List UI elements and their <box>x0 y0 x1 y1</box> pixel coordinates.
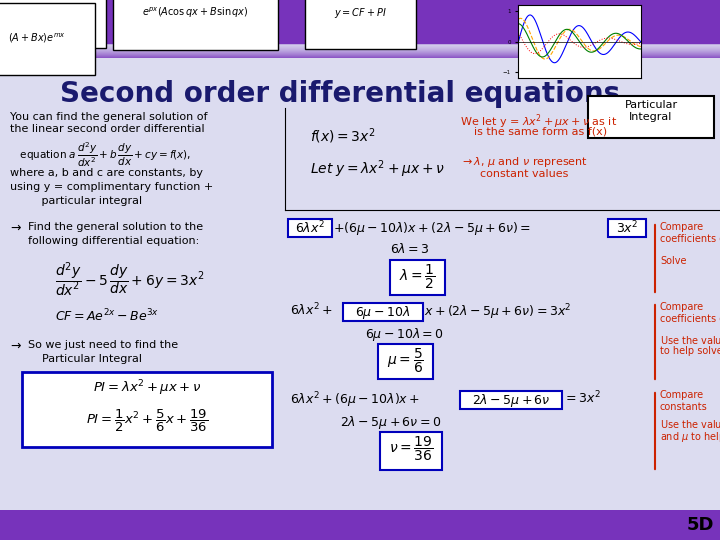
FancyBboxPatch shape <box>343 303 423 321</box>
FancyBboxPatch shape <box>0 47 720 49</box>
Text: $\mu = \dfrac{5}{6}$: $\mu = \dfrac{5}{6}$ <box>387 347 423 375</box>
Text: Compare
constants: Compare constants <box>660 390 708 411</box>
FancyBboxPatch shape <box>0 45 720 46</box>
Text: $+(6\mu-10\lambda)x+(2\lambda-5\mu+6\nu)=$: $+(6\mu-10\lambda)x+(2\lambda-5\mu+6\nu)… <box>333 220 531 237</box>
Text: So we just need to find the
    Particular Integral: So we just need to find the Particular I… <box>28 340 178 364</box>
Text: →: → <box>10 340 20 353</box>
FancyBboxPatch shape <box>0 48 720 50</box>
Text: $6\lambda x^2 +$: $6\lambda x^2 +$ <box>290 302 333 319</box>
FancyBboxPatch shape <box>380 432 442 470</box>
Text: $x+(2\lambda-5\mu+6\nu)=3x^2$: $x+(2\lambda-5\mu+6\nu)=3x^2$ <box>424 302 572 322</box>
Text: Second order differential equations: Second order differential equations <box>60 80 620 108</box>
Text: $y = CF + PI$: $y = CF + PI$ <box>334 6 387 20</box>
FancyBboxPatch shape <box>0 55 720 57</box>
Text: Use the values of $\lambda$: Use the values of $\lambda$ <box>660 418 720 430</box>
Text: and $\mu$ to help solve: and $\mu$ to help solve <box>660 430 720 444</box>
FancyBboxPatch shape <box>0 46 720 48</box>
Text: Particular
Integral: Particular Integral <box>624 100 678 122</box>
FancyBboxPatch shape <box>0 54 720 56</box>
Text: $3x^2$: $3x^2$ <box>616 220 638 237</box>
Text: $Ae^{m_1x} + Be^{m_2x}$: $Ae^{m_1x} + Be^{m_2x}$ <box>8 6 77 18</box>
FancyBboxPatch shape <box>378 344 433 379</box>
Text: 5D: 5D <box>686 516 714 534</box>
Text: $e^{px}(A\cos qx + B\sin qx)$: $e^{px}(A\cos qx + B\sin qx)$ <box>142 6 248 21</box>
Text: $(A + Bx)e^{mx}$: $(A + Bx)e^{mx}$ <box>8 32 66 45</box>
Text: to help solve: to help solve <box>660 346 720 356</box>
Text: $f(x) = 3x^2$: $f(x) = 3x^2$ <box>310 126 376 146</box>
Text: $CF = Ae^{2x} - Be^{3x}$: $CF = Ae^{2x} - Be^{3x}$ <box>55 308 159 325</box>
Text: Compare
coefficients of x²: Compare coefficients of x² <box>660 222 720 244</box>
FancyBboxPatch shape <box>460 391 562 409</box>
Text: $2\lambda-5\mu+6\nu$: $2\lambda-5\mu+6\nu$ <box>472 392 550 409</box>
FancyBboxPatch shape <box>0 49 720 51</box>
Text: →: → <box>10 222 20 235</box>
FancyBboxPatch shape <box>0 52 720 53</box>
Text: where a, b and c are constants, by
using y = complimentary function +
         p: where a, b and c are constants, by using… <box>10 168 213 206</box>
Text: is the same form as f(x): is the same form as f(x) <box>460 127 607 137</box>
FancyBboxPatch shape <box>288 219 332 237</box>
Text: $6\mu - 10\lambda$: $6\mu - 10\lambda$ <box>356 304 410 321</box>
FancyBboxPatch shape <box>0 510 720 540</box>
FancyBboxPatch shape <box>0 0 720 58</box>
FancyBboxPatch shape <box>390 260 445 295</box>
FancyBboxPatch shape <box>588 96 714 138</box>
Text: $\rightarrow \lambda$, $\mu$ and $\nu$ represent: $\rightarrow \lambda$, $\mu$ and $\nu$ r… <box>460 155 588 169</box>
Text: $PI = \lambda x^2 + \mu x + \nu$: $PI = \lambda x^2 + \mu x + \nu$ <box>93 378 202 397</box>
Text: equation $a\,\dfrac{d^2y}{dx^2} + b\,\dfrac{dy}{dx} + cy = f(x)$,: equation $a\,\dfrac{d^2y}{dx^2} + b\,\df… <box>10 140 192 169</box>
Text: $6\lambda = 3$: $6\lambda = 3$ <box>390 242 430 256</box>
Text: We let y = $\lambda x^2 + \mu x + \nu$ as it: We let y = $\lambda x^2 + \mu x + \nu$ a… <box>460 112 617 131</box>
Text: $2\lambda - 5\mu + 6\nu = 0$: $2\lambda - 5\mu + 6\nu = 0$ <box>340 414 441 431</box>
FancyBboxPatch shape <box>0 56 720 57</box>
FancyBboxPatch shape <box>0 51 720 52</box>
Text: You can find the general solution of
the linear second order differential: You can find the general solution of the… <box>10 112 207 133</box>
Text: $6\lambda x^2+(6\mu-10\lambda)x+$: $6\lambda x^2+(6\mu-10\lambda)x+$ <box>290 390 420 410</box>
FancyBboxPatch shape <box>0 50 720 51</box>
Text: $6\mu - 10\lambda = 0$: $6\mu - 10\lambda = 0$ <box>365 326 444 343</box>
Text: $\lambda = \dfrac{1}{2}$: $\lambda = \dfrac{1}{2}$ <box>399 263 436 292</box>
Text: Find the general solution to the
following differential equation:: Find the general solution to the followi… <box>28 222 203 246</box>
FancyBboxPatch shape <box>608 219 646 237</box>
Text: $=3x^2$: $=3x^2$ <box>563 390 601 407</box>
Text: $\dfrac{d^2y}{dx^2} - 5\,\dfrac{dy}{dx} + 6y = 3x^2$: $\dfrac{d^2y}{dx^2} - 5\,\dfrac{dy}{dx} … <box>55 260 204 299</box>
Text: Compare
coefficients of x: Compare coefficients of x <box>660 302 720 323</box>
FancyBboxPatch shape <box>0 44 720 45</box>
Text: $\nu = \dfrac{19}{36}$: $\nu = \dfrac{19}{36}$ <box>389 435 433 463</box>
Text: $\mathit{Let}\;y = \lambda x^2 + \mu x + \nu$: $\mathit{Let}\;y = \lambda x^2 + \mu x +… <box>310 158 445 180</box>
FancyBboxPatch shape <box>22 372 272 447</box>
Text: $PI = \dfrac{1}{2}x^2 + \dfrac{5}{6}x + \dfrac{19}{36}$: $PI = \dfrac{1}{2}x^2 + \dfrac{5}{6}x + … <box>86 408 208 434</box>
FancyBboxPatch shape <box>0 53 720 55</box>
Text: $6\lambda x^2$: $6\lambda x^2$ <box>295 220 325 237</box>
Text: constant values: constant values <box>480 169 568 179</box>
Text: Use the value of $\lambda$: Use the value of $\lambda$ <box>660 334 720 346</box>
Text: Solve: Solve <box>660 256 686 266</box>
FancyBboxPatch shape <box>0 57 720 58</box>
